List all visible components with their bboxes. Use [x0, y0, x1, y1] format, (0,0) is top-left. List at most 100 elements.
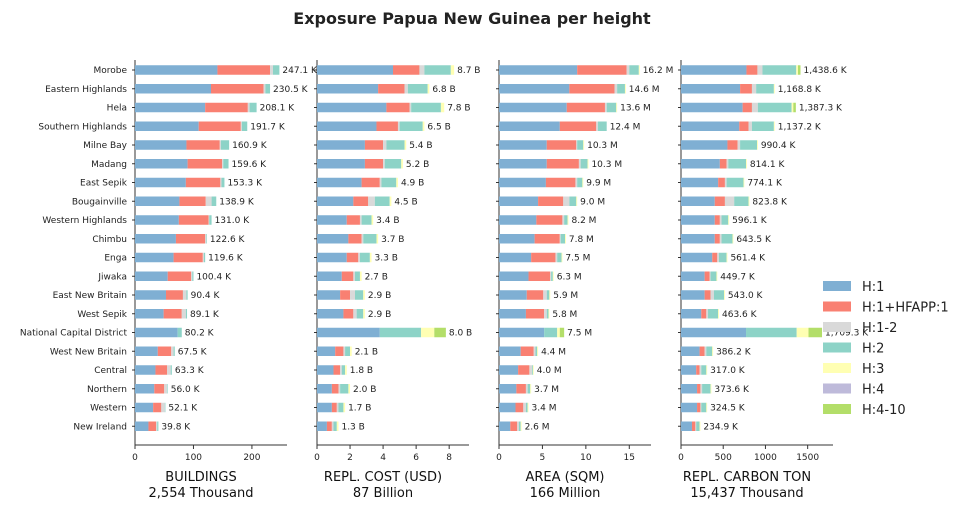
bar-segment [577, 140, 584, 150]
bar-segment [317, 271, 342, 281]
bar-segment [728, 159, 747, 169]
bar-segment [359, 215, 362, 225]
category-label: Western [90, 404, 127, 414]
bar-segment [756, 84, 774, 94]
bar-segment [499, 384, 517, 394]
bar-segment [361, 234, 364, 244]
bar-segment [551, 271, 553, 281]
bar-segment [156, 421, 158, 431]
bar-total-label: 1.8 B [350, 366, 373, 376]
bar-segment [163, 309, 182, 319]
bar-segment [681, 234, 715, 244]
bar-segment [748, 196, 750, 206]
bar-segment [569, 196, 577, 206]
bar-total-label: 80.2 K [185, 329, 215, 339]
bar-segment [333, 421, 337, 431]
bar-total-label: 4.5 B [394, 197, 417, 207]
bar-segment [219, 140, 221, 150]
bar-segment [338, 384, 341, 394]
bar-segment [220, 140, 230, 150]
bar-total-label: 3.4 M [532, 404, 557, 414]
bar-segment [135, 365, 156, 375]
bar-segment [135, 402, 154, 413]
bar-segment [317, 346, 336, 356]
bar-segment [719, 215, 722, 225]
bar-segment [681, 365, 697, 375]
bar-segment [544, 327, 558, 338]
bar-segment [404, 140, 407, 150]
x-tick-label: 10 [580, 453, 592, 463]
bar-segment [721, 234, 733, 244]
bar-segment [740, 84, 752, 94]
bar-segment [706, 402, 708, 413]
bar-total-label: 56.0 K [171, 385, 201, 395]
bar-segment [706, 365, 708, 375]
bar-segment [614, 84, 618, 94]
legend-label: H:4-10 [862, 403, 906, 418]
bar-segment [724, 177, 727, 188]
bar-segment [182, 290, 187, 300]
legend-swatch [823, 281, 851, 291]
bar-segment [317, 65, 393, 75]
bar-segment [743, 177, 745, 188]
bar-segment [135, 421, 149, 431]
legend-label: H:4 [862, 383, 884, 398]
bar-segment [211, 84, 264, 94]
bar-segment [526, 290, 544, 300]
bar-segment [363, 290, 365, 300]
bar-segment [202, 252, 204, 263]
bar-segment [626, 65, 630, 75]
bar-total-label: 2.9 B [368, 291, 391, 301]
bar-segment [681, 159, 720, 169]
bar-segment [206, 234, 207, 244]
bar-segment [499, 234, 535, 244]
bar-segment [520, 346, 534, 356]
bar-segment [580, 159, 588, 169]
bar-segment [576, 196, 578, 206]
bar-segment [499, 140, 547, 150]
bar-segment [317, 215, 347, 225]
x-tick-label: 15 [624, 453, 635, 463]
bar-segment [517, 421, 519, 431]
bar-total-label: 234.9 K [703, 422, 739, 432]
bar-segment [326, 421, 332, 431]
bar-total-label: 7.8 M [569, 235, 594, 245]
x-axis-label: BUILDINGS [165, 470, 236, 485]
bar-segment [575, 177, 578, 188]
bar-segment [167, 384, 168, 394]
category-label: Central [94, 366, 127, 376]
bar-segment [531, 252, 556, 263]
bar-total-label: 16.2 M [643, 66, 674, 76]
bar-segment [681, 346, 700, 356]
bar-segment [348, 384, 351, 394]
bar-segment [739, 121, 749, 131]
bar-segment [422, 121, 425, 131]
x-axis-label: REPL. COST (USD) [324, 470, 442, 485]
bar-total-label: 7.5 M [567, 329, 592, 339]
bar-total-label: 3.7 B [381, 235, 404, 245]
bar-segment [404, 84, 408, 94]
bar-segment [353, 309, 357, 319]
bar-total-label: 643.5 K [736, 235, 772, 245]
legend-label: H:1-2 [862, 321, 897, 336]
bar-total-label: 6.3 M [557, 272, 582, 282]
bar-segment [718, 309, 719, 319]
bar-segment [205, 234, 207, 244]
bar-segment [544, 309, 547, 319]
bar-segment [518, 421, 521, 431]
bar-segment [714, 215, 720, 225]
x-axis-label: AREA (SQM) [525, 470, 604, 485]
bar-segment [187, 159, 223, 169]
bar-segment [757, 140, 758, 150]
bar-segment [499, 271, 529, 281]
legend-swatch [823, 301, 851, 312]
bar-segment [681, 121, 740, 131]
bar-total-label: 3.7 M [534, 385, 559, 395]
bar-segment [157, 421, 159, 431]
bar-segment [499, 402, 516, 413]
bar-segment [359, 271, 362, 281]
x-tick-label: 5 [540, 453, 546, 463]
bar-segment [528, 271, 551, 281]
bar-segment [135, 327, 178, 338]
